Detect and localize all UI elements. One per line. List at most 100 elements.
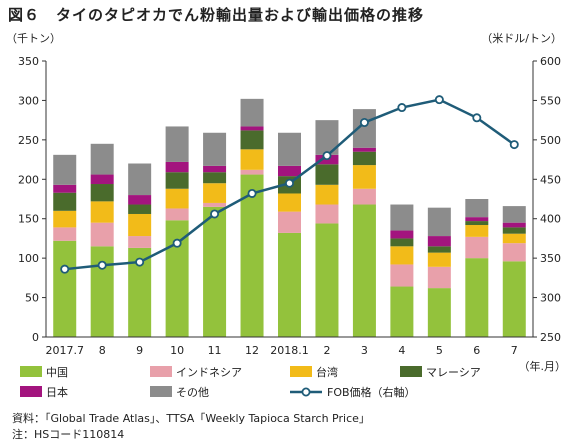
bar-3-8 [352,151,376,166]
bar-3-4 [203,172,227,184]
right-tick-label-4: 450 [540,173,561,186]
x-tick-label-12: 7 [511,344,518,357]
bar-0-0 [53,240,77,337]
legend-swatch-0 [20,366,42,377]
bar-1-5 [240,169,264,175]
bar-0-1 [90,246,114,337]
bar-2-2 [128,213,152,237]
right-axis-unit-label: （米ドル/トン） [481,32,562,45]
price-point-2 [135,257,145,267]
price-point-10 [434,95,444,105]
bar-4-6 [278,165,301,177]
right-tick-label-0: 250 [540,331,561,344]
bar-1-11 [465,236,489,259]
bar-4-11 [465,217,489,222]
bar-2-10 [427,252,451,267]
price-point-7 [322,151,332,161]
legend-marker-line [301,387,311,397]
bar-5-2 [128,163,152,196]
bar-5-7 [315,120,339,155]
x-tick-label-7: 2 [323,344,330,357]
legend-swatch-4 [20,386,42,397]
bar-4-3 [165,161,189,173]
left-axis-unit-label: （千トン） [6,32,61,45]
bar-2-6 [278,193,301,212]
remark-note: 注：HSコード110814 [12,428,125,441]
bar-0-2 [128,247,152,337]
price-point-1 [97,260,107,270]
bar-2-7 [315,184,339,205]
bar-4-12 [502,222,526,228]
bar-0-11 [465,258,489,337]
bar-5-4 [203,132,227,166]
right-tick-label-3: 400 [540,213,561,226]
bar-4-8 [352,147,376,152]
bar-5-1 [90,143,114,175]
x-tick-label-5: 12 [245,344,259,357]
x-tick-label-4: 11 [208,344,222,357]
bar-5-0 [53,154,77,185]
right-tick-label-5: 500 [540,134,561,147]
legend-label-5: その他 [176,386,209,399]
price-point-4 [210,209,220,219]
bar-0-8 [352,204,376,337]
bar-4-2 [128,195,152,205]
source-note: 資料：「Global Trade Atlas」、TTSA「Weekly Tapi… [12,412,370,425]
bar-3-10 [427,246,451,253]
x-tick-label-11: 6 [473,344,480,357]
bar-1-6 [278,211,301,233]
bar-1-1 [90,222,114,247]
left-tick-label-3: 150 [18,213,39,226]
bar-1-12 [502,243,526,262]
legend-swatch-3 [400,366,422,377]
bar-3-5 [240,130,264,150]
bar-2-3 [165,188,189,209]
bar-5-10 [427,207,451,237]
bar-2-8 [352,165,376,189]
bar-5-6 [278,132,301,166]
bar-1-0 [53,227,77,241]
bar-3-1 [90,184,114,202]
bar-1-2 [128,236,152,248]
bar-5-5 [240,98,264,127]
legend-swatch-2 [290,366,312,377]
legend-label-line: FOB価格（右軸） [327,385,416,399]
left-tick-label-7: 350 [18,55,39,68]
price-point-6 [284,178,294,188]
bar-2-4 [203,183,227,203]
bar-4-10 [427,236,451,247]
bar-0-3 [165,220,189,337]
bar-4-0 [53,184,77,193]
left-tick-label-1: 50 [25,292,39,305]
bar-4-9 [390,230,414,239]
legend-swatch-5 [150,386,172,397]
bar-1-4 [203,202,227,207]
x-tick-label-2: 9 [136,344,143,357]
left-tick-label-2: 100 [18,252,39,265]
bar-5-11 [465,199,489,218]
bar-5-9 [390,204,414,231]
x-tick-label-8: 3 [361,344,368,357]
bar-3-2 [128,204,152,214]
right-tick-label-7: 600 [540,55,561,68]
price-point-3 [172,238,182,248]
bar-3-7 [315,164,339,185]
price-point-5 [247,188,257,198]
bar-1-9 [390,264,414,287]
x-tick-label-1: 8 [99,344,106,357]
bar-2-5 [240,149,264,170]
bar-3-0 [53,192,77,211]
bar-2-11 [465,225,489,237]
right-tick-label-6: 550 [540,94,561,107]
bar-2-9 [390,246,414,265]
bar-0-9 [390,286,414,337]
bar-3-11 [465,221,489,226]
bar-5-8 [352,109,376,148]
left-tick-label-6: 300 [18,94,39,107]
price-point-12 [509,140,519,150]
price-point-9 [397,103,407,113]
bar-3-3 [165,172,189,189]
bar-1-7 [315,204,339,224]
bar-0-5 [240,174,264,337]
